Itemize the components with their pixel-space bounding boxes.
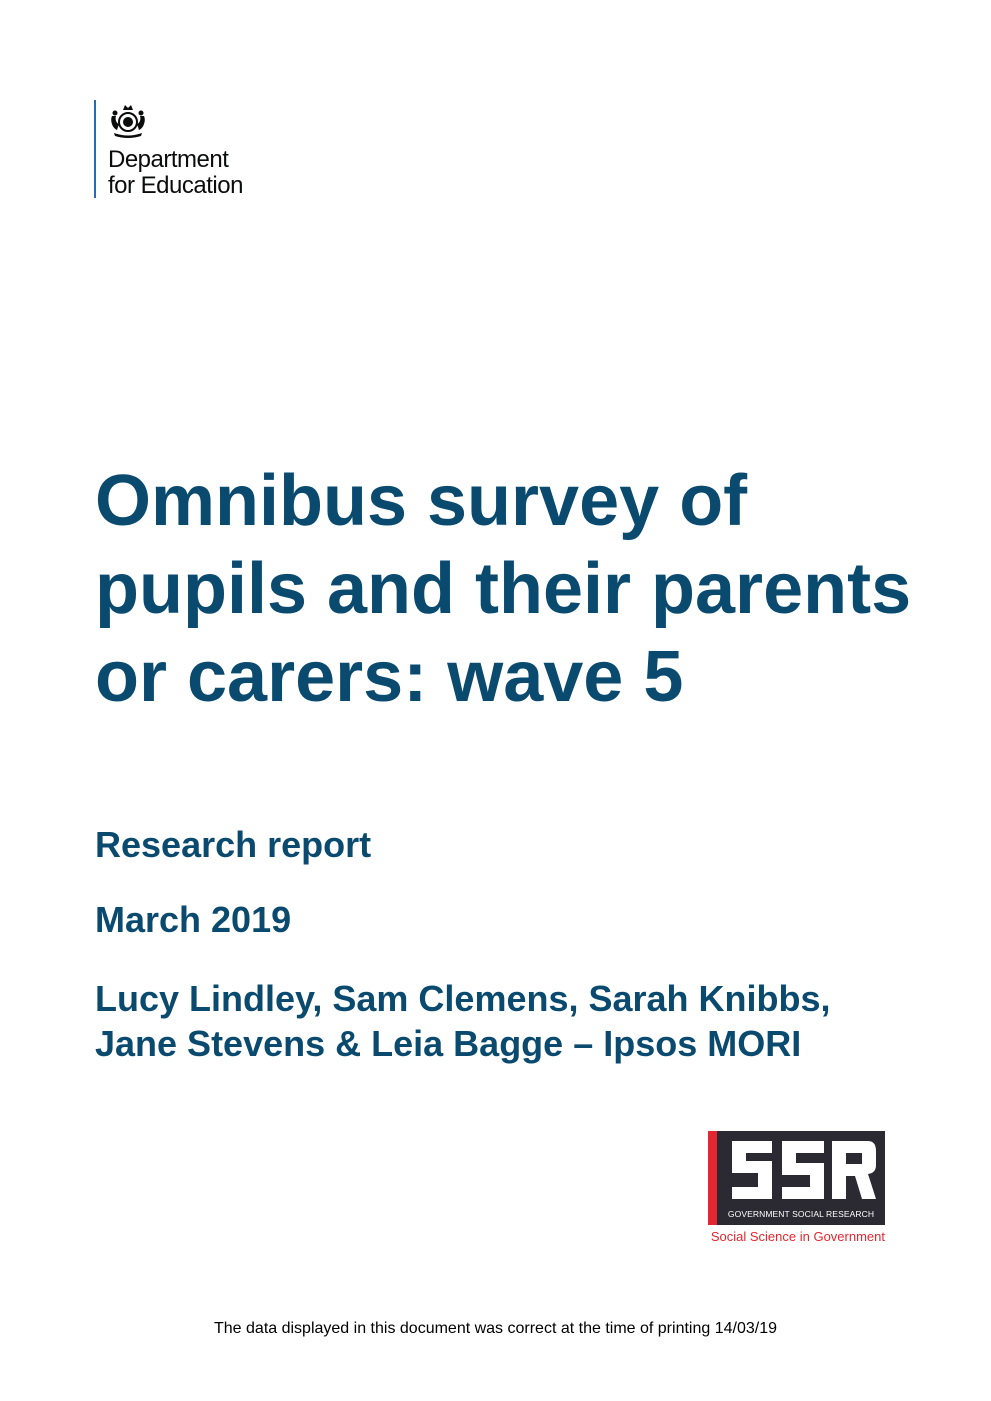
department-name: Department for Education [108, 147, 243, 199]
report-subtitle: Research report [95, 824, 372, 865]
gsr-logo-accent-bar [708, 1131, 717, 1225]
report-authors: Lucy Lindley, Sam Clemens, Sarah Knibbs,… [95, 978, 831, 1064]
report-date: March 2019 [95, 899, 292, 940]
gsr-logo-caption: GOVERNMENT SOCIAL RESEARCH [727, 1209, 875, 1219]
department-name-line2: for Education [108, 172, 243, 199]
department-for-education-logo: Department for Education [94, 100, 286, 199]
printing-note: The data displayed in this document was … [214, 1320, 777, 1337]
gsr-logo-lettermark [732, 1141, 876, 1199]
royal-coat-of-arms-icon [111, 105, 145, 138]
department-name-line1: Department [108, 146, 229, 173]
report-title: Omnibus survey of pupils and their paren… [95, 461, 912, 717]
gsr-logo-tagline: Social Science in Government [710, 1229, 885, 1244]
gsr-logo: GOVERNMENT SOCIAL RESEARCH [708, 1131, 885, 1225]
